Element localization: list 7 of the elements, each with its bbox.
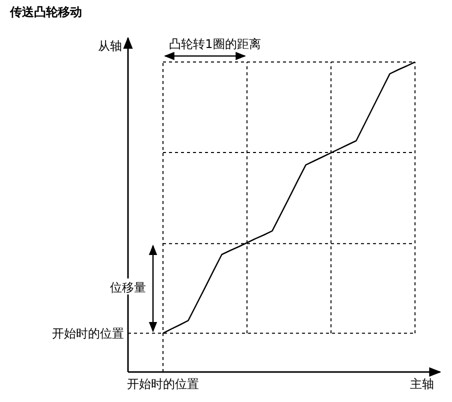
x-axis-title: 主轴	[410, 377, 434, 391]
ref-line-label: 开始时的位置	[52, 326, 124, 340]
text: 传送凸轮移动	[9, 5, 82, 19]
text: 开始时的位置	[127, 377, 199, 391]
text: 位移量	[110, 280, 146, 294]
y-axis-title: 从轴	[98, 39, 122, 53]
text: 凸轮转1圈的距离	[169, 37, 261, 51]
